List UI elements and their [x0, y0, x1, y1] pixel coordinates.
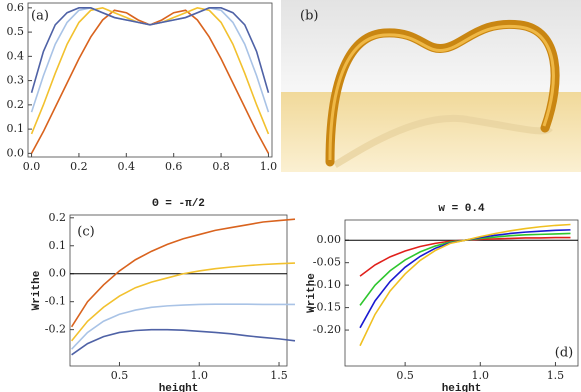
series-line — [30, 7, 270, 93]
panel-label: (c) — [77, 225, 94, 240]
y-axis-label: Writhe — [306, 273, 318, 313]
x-tick-label: 1.0 — [260, 160, 278, 173]
series-line — [359, 223, 571, 347]
x-tick-label: 0.0 — [23, 160, 41, 173]
series-line — [359, 232, 571, 306]
series-line — [359, 229, 571, 329]
x-tick-label: 1.5 — [547, 369, 565, 382]
y-tick-label: 0.1 — [49, 239, 67, 252]
series-line — [30, 7, 270, 135]
y-tick-label: 0.00 — [317, 233, 342, 246]
panel-label: (b) — [300, 9, 318, 24]
y-tick-label: 0.0 — [49, 267, 67, 280]
series-line — [70, 262, 296, 342]
y-tick-label: 0.2 — [7, 98, 25, 111]
y-tick-label: -0.2 — [45, 323, 66, 336]
image-panel: (b) — [281, 0, 581, 172]
x-tick-label: 0.4 — [118, 160, 136, 173]
x-tick-label: 0.6 — [165, 160, 183, 173]
series-line — [71, 303, 295, 350]
chart-title: Θ = -π/2 — [152, 198, 205, 210]
series-line — [30, 9, 270, 154]
y-tick-label: 0.5 — [7, 25, 25, 38]
plot-frame — [27, 2, 273, 158]
panel: 0.5 1.0 1.5 -0.20 -0.15 -0.10 -0.05 0.00 w = 0.4… — [306, 203, 579, 392]
y-tick-label: 0.1 — [7, 122, 25, 135]
x-tick-label: 1.0 — [190, 369, 208, 382]
y-tick-label: -0.20 — [313, 323, 341, 336]
x-tick-label: 1.5 — [270, 369, 288, 382]
shadow — [333, 115, 553, 169]
x-tick-label: 0.2 — [70, 160, 88, 173]
ribbon-highlight — [328, 24, 555, 161]
y-tick-label: 0.2 — [49, 211, 67, 224]
panel: 0.5 1.0 1.5 -0.2 -0.1 0.0 0.1 0.2 Θ = -π/2 height… — [31, 198, 296, 392]
series-line — [30, 7, 270, 113]
y-tick-label: 0.6 — [7, 1, 25, 14]
panel: 0.0 0.2 0.4 0.6 0.8 1.0 0.0 0.1 0.2 0.3 0.4 0.5 0.6 (… — [7, 1, 278, 173]
series-line — [70, 218, 296, 328]
y-tick-label: 0.0 — [7, 146, 25, 159]
panel-label: (d) — [555, 346, 573, 361]
panel-label: (a) — [31, 9, 49, 24]
plot-frame — [69, 214, 288, 367]
y-tick-label: -0.15 — [313, 301, 341, 314]
x-tick-label: 0.8 — [212, 160, 230, 173]
series-line — [71, 328, 296, 356]
y-tick-label: -0.10 — [313, 278, 341, 291]
x-axis-label: height — [442, 383, 482, 392]
y-tick-label: -0.1 — [45, 295, 66, 308]
chart-title: w = 0.4 — [438, 203, 485, 215]
y-tick-label: -0.05 — [313, 256, 341, 269]
plot-frame — [344, 219, 579, 367]
y-tick-label: 0.3 — [7, 74, 25, 87]
x-tick-label: 1.0 — [472, 369, 490, 382]
x-tick-label: 0.5 — [111, 369, 129, 382]
y-axis-label: Writhe — [31, 270, 43, 310]
x-tick-label: 0.5 — [396, 369, 414, 382]
x-axis-label: height — [159, 383, 199, 392]
y-tick-label: 0.4 — [7, 49, 25, 62]
